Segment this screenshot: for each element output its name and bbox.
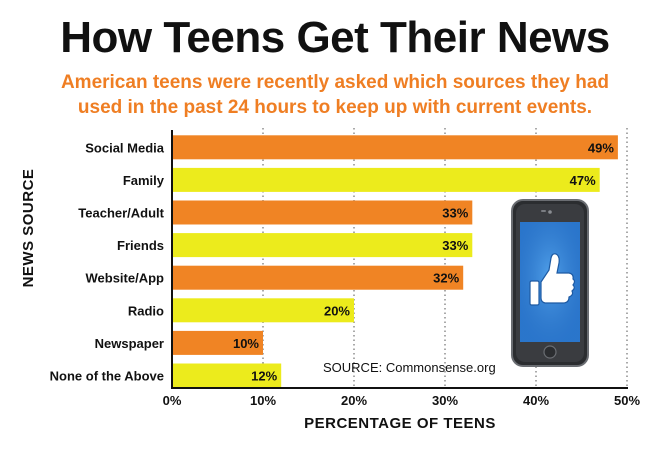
bar	[172, 363, 282, 388]
smartphone-thumbs-up-icon	[511, 199, 589, 367]
x-tick-label: 50%	[614, 393, 640, 408]
bar-value-label: 47%	[570, 173, 596, 188]
bars: 49% 47% 33% 33% 32% 20% 10% 12%	[172, 135, 618, 388]
bar	[172, 233, 473, 258]
x-tick-label: 40%	[523, 393, 549, 408]
category-labels: Social Media Family Teacher/Adult Friends We…	[50, 140, 165, 383]
bar-value-label: 20%	[324, 303, 350, 318]
bar	[172, 298, 354, 323]
bar	[172, 167, 600, 192]
category-label: None of the Above	[50, 369, 164, 384]
x-tick-label: 20%	[341, 393, 367, 408]
bar-value-label: 49%	[588, 140, 614, 155]
category-label: Teacher/Adult	[78, 206, 164, 221]
bar-value-label: 12%	[251, 369, 277, 384]
x-tick-label: 30%	[432, 393, 458, 408]
bar	[172, 265, 464, 290]
category-label: Friends	[117, 238, 164, 253]
category-label: Radio	[128, 303, 164, 318]
bar-value-label: 33%	[442, 206, 468, 221]
subtitle-line-1: American teens were recently asked which…	[60, 72, 610, 93]
bar	[172, 135, 618, 160]
bar-value-label: 10%	[233, 336, 259, 351]
category-label: Social Media	[85, 140, 165, 155]
bar	[172, 200, 473, 225]
y-axis-title: NEWS SOURCE	[20, 169, 37, 288]
x-tick-label: 10%	[250, 393, 276, 408]
bar-value-label: 33%	[442, 238, 468, 253]
source-note: SOURCE: Commonsense.org	[323, 360, 496, 375]
x-axis-title: PERCENTAGE OF TEENS	[304, 415, 496, 432]
category-label: Website/App	[86, 271, 165, 286]
category-label: Family	[123, 173, 165, 188]
chart-subtitle: American teens were recently asked which…	[20, 70, 650, 120]
bar-value-label: 32%	[433, 271, 459, 286]
category-label: Newspaper	[95, 336, 164, 351]
thumbs-up-icon	[529, 253, 576, 306]
chart-title: How Teens Get Their News	[60, 13, 610, 62]
bar	[172, 330, 263, 355]
x-axis-ticks: 0% 10% 20% 30% 40% 50%	[163, 393, 641, 408]
x-tick-label: 0%	[163, 393, 182, 408]
subtitle-line-2: used in the past 24 hours to keep up wit…	[77, 97, 593, 118]
